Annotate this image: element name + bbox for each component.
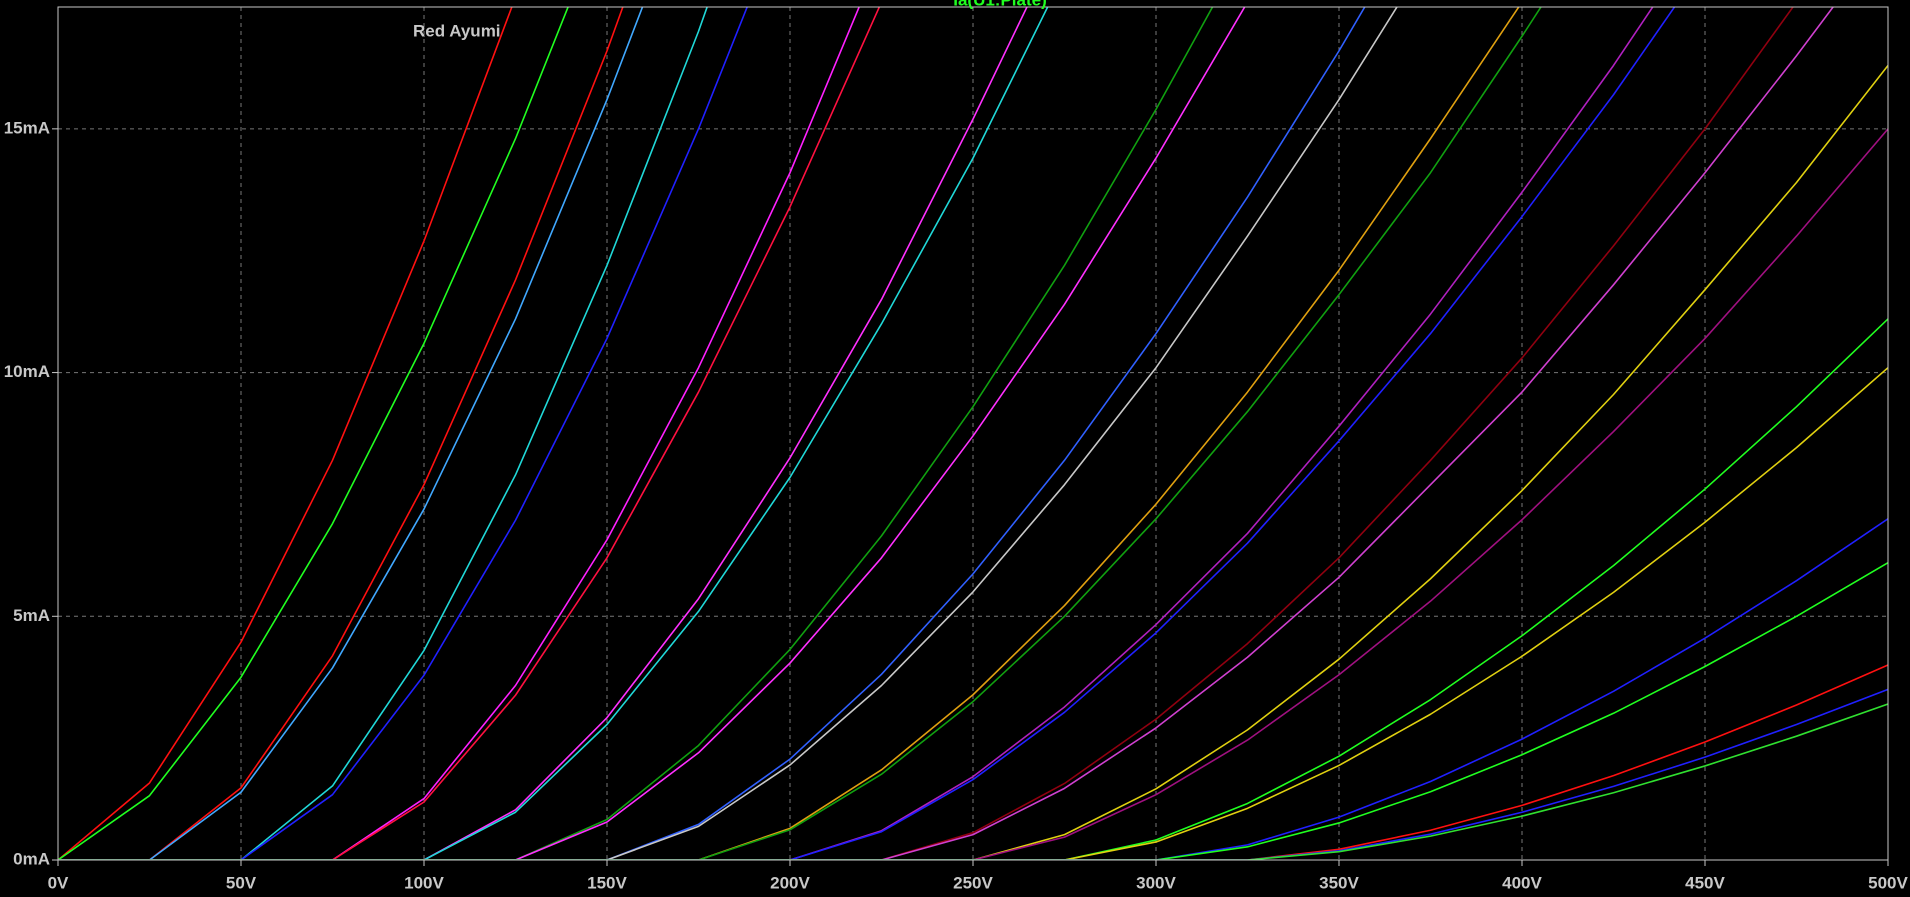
y-tick-label: 0mA xyxy=(13,849,50,868)
curve xyxy=(58,7,569,860)
x-tick-label: 100V xyxy=(404,873,444,892)
curve xyxy=(58,7,708,860)
curve xyxy=(58,7,860,860)
y-tick-label: 10mA xyxy=(4,362,50,381)
curve xyxy=(58,561,1888,860)
curve xyxy=(58,7,644,860)
curve xyxy=(58,7,1366,860)
curve xyxy=(58,7,1676,860)
curve xyxy=(58,318,1888,860)
x-tick-label: 0V xyxy=(48,873,69,892)
curve xyxy=(58,7,1398,860)
curve xyxy=(58,7,513,860)
curve xyxy=(58,7,749,860)
curve xyxy=(58,7,1835,860)
curve xyxy=(58,128,1888,860)
curve xyxy=(58,7,1542,860)
curve xyxy=(58,7,1654,860)
x-tick-label: 350V xyxy=(1319,873,1359,892)
x-tick-label: 200V xyxy=(770,873,810,892)
annotation: Red Ayumi xyxy=(413,21,501,40)
curve xyxy=(58,7,1794,860)
x-tick-label: 450V xyxy=(1685,873,1725,892)
curve xyxy=(58,64,1888,860)
curve xyxy=(58,7,881,860)
y-tick-label: 5mA xyxy=(13,606,50,625)
x-tick-label: 250V xyxy=(953,873,993,892)
x-tick-label: 300V xyxy=(1136,873,1176,892)
curve xyxy=(58,7,1049,860)
curve xyxy=(58,518,1888,860)
x-tick-label: 400V xyxy=(1502,873,1542,892)
curve xyxy=(58,664,1888,860)
curve xyxy=(58,7,1246,860)
curve xyxy=(58,688,1888,860)
curve xyxy=(58,367,1888,860)
curves xyxy=(58,7,1888,860)
chart-title: Ia(U1:Plate) xyxy=(953,0,1047,9)
x-tick-label: 500V xyxy=(1868,873,1908,892)
axes: 0mA 5mA 10mA 15mA 0V 50V 100V 150V 200V 250V 300V 3… xyxy=(4,118,1909,892)
curve xyxy=(58,703,1888,860)
curve xyxy=(58,7,1214,860)
x-tick-label: 150V xyxy=(587,873,627,892)
x-tick-label: 50V xyxy=(226,873,257,892)
curve xyxy=(58,7,1520,860)
curve xyxy=(58,7,1028,860)
y-tick-label: 15mA xyxy=(4,118,50,137)
